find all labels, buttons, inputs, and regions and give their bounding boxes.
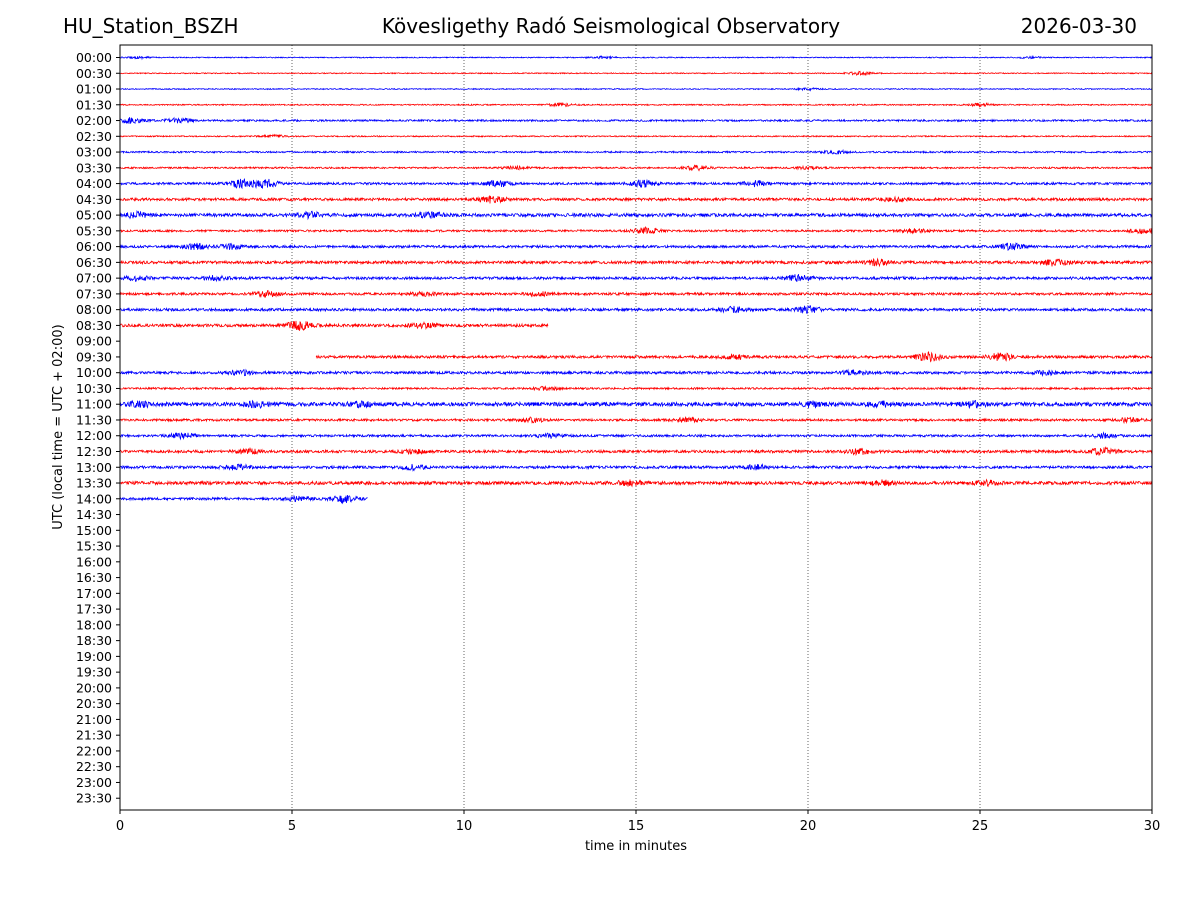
x-tick-label-4: 20 <box>800 819 817 834</box>
y-tick-label-18: 09:00 <box>76 334 112 349</box>
y-tick-label-16: 08:00 <box>76 302 112 317</box>
y-tick-label-11: 05:30 <box>76 223 112 238</box>
x-tick-label-1: 5 <box>288 819 296 834</box>
y-tick-label-33: 16:30 <box>76 570 112 585</box>
y-axis-label: UTC (local time = UTC + 02:00) <box>51 324 66 529</box>
y-tick-label-3: 01:30 <box>76 97 112 112</box>
y-tick-label-12: 06:00 <box>76 239 112 254</box>
y-tick-label-14: 07:00 <box>76 271 112 286</box>
y-tick-label-17: 08:30 <box>76 318 112 333</box>
x-tick-label-2: 10 <box>456 819 473 834</box>
trace-0500 <box>119 209 1153 221</box>
y-tick-label-8: 04:00 <box>76 176 112 191</box>
y-tick-label-42: 21:00 <box>76 712 112 727</box>
y-tick-label-39: 19:30 <box>76 665 112 680</box>
y-tick-label-4: 02:00 <box>76 113 112 128</box>
trace-0730 <box>119 289 1153 299</box>
trace-1030 <box>119 385 1153 392</box>
y-tick-label-21: 10:30 <box>76 381 112 396</box>
trace-0300 <box>119 148 1153 155</box>
trace-1400 <box>119 494 368 505</box>
trace-0930 <box>315 350 1152 363</box>
y-tick-label-15: 07:30 <box>76 286 112 301</box>
trace-0400 <box>119 178 1153 190</box>
x-gridlines <box>291 45 981 810</box>
y-tick-label-37: 18:30 <box>76 633 112 648</box>
y-tick-label-30: 15:00 <box>76 523 112 538</box>
y-tick-label-26: 13:00 <box>76 460 112 475</box>
station-name: HU_Station_BSZH <box>63 14 239 38</box>
trace-0200 <box>119 116 1153 125</box>
x-tick-label-0: 0 <box>116 819 124 834</box>
trace-0230 <box>119 133 1153 139</box>
y-tick-label-7: 03:30 <box>76 160 112 175</box>
y-tick-label-41: 20:30 <box>76 696 112 711</box>
x-axis-ticks: 0 5 10 15 20 25 30 <box>116 810 1160 834</box>
y-tick-label-40: 20:00 <box>76 680 112 695</box>
y-tick-label-9: 04:30 <box>76 192 112 207</box>
y-tick-label-20: 10:00 <box>76 365 112 380</box>
trace-group <box>119 54 1153 505</box>
trace-1100 <box>119 399 1153 410</box>
y-tick-label-0: 00:00 <box>76 50 112 65</box>
trace-1200 <box>119 431 1153 441</box>
trace-1330 <box>119 478 1153 488</box>
y-tick-label-6: 03:00 <box>76 145 112 160</box>
trace-0630 <box>119 257 1153 268</box>
y-tick-label-24: 12:00 <box>76 428 112 443</box>
y-tick-label-27: 13:30 <box>76 476 112 491</box>
trace-0030 <box>119 70 1153 77</box>
chart-date: 2026-03-30 <box>1020 14 1137 38</box>
y-tick-label-46: 23:00 <box>76 775 112 790</box>
y-axis-ticks: 00:0000:3001:0001:3002:0002:3003:0003:30… <box>76 50 120 806</box>
x-tick-label-6: 30 <box>1144 819 1161 834</box>
trace-0430 <box>119 195 1153 204</box>
x-tick-label-5: 25 <box>972 819 989 834</box>
y-tick-label-13: 06:30 <box>76 255 112 270</box>
y-tick-label-1: 00:30 <box>76 66 112 81</box>
y-tick-label-38: 19:00 <box>76 649 112 664</box>
trace-0700 <box>119 273 1153 283</box>
trace-1000 <box>119 368 1153 377</box>
trace-0130 <box>119 101 1153 108</box>
y-tick-label-35: 17:30 <box>76 602 112 617</box>
y-tick-label-29: 14:30 <box>76 507 112 522</box>
y-tick-label-36: 18:00 <box>76 617 112 632</box>
y-tick-label-47: 23:30 <box>76 791 112 806</box>
trace-0100 <box>119 87 1153 92</box>
trace-1230 <box>119 446 1153 457</box>
x-axis-label: time in minutes <box>585 839 687 854</box>
x-tick-label-3: 15 <box>628 819 645 834</box>
trace-0830 <box>119 320 549 332</box>
trace-1300 <box>119 463 1153 472</box>
y-tick-label-5: 02:30 <box>76 129 112 144</box>
trace-0600 <box>119 242 1153 251</box>
y-tick-label-32: 16:00 <box>76 554 112 569</box>
y-tick-label-34: 17:00 <box>76 586 112 601</box>
y-tick-label-31: 15:30 <box>76 539 112 554</box>
chart-title: Kövesligethy Radó Seismological Observat… <box>381 14 841 38</box>
trace-1130 <box>119 416 1153 425</box>
y-tick-label-25: 12:30 <box>76 444 112 459</box>
y-tick-label-23: 11:30 <box>76 412 112 427</box>
trace-0530 <box>119 226 1153 235</box>
trace-0800 <box>119 304 1153 315</box>
y-tick-label-10: 05:00 <box>76 208 112 223</box>
y-tick-label-45: 22:30 <box>76 759 112 774</box>
trace-0330 <box>119 164 1153 172</box>
trace-0000 <box>119 54 1153 61</box>
y-tick-label-22: 11:00 <box>76 397 112 412</box>
y-tick-label-43: 21:30 <box>76 728 112 743</box>
y-tick-label-2: 01:00 <box>76 82 112 97</box>
y-tick-label-19: 09:30 <box>76 349 112 364</box>
y-tick-label-28: 14:00 <box>76 491 112 506</box>
y-tick-label-44: 22:00 <box>76 743 112 758</box>
